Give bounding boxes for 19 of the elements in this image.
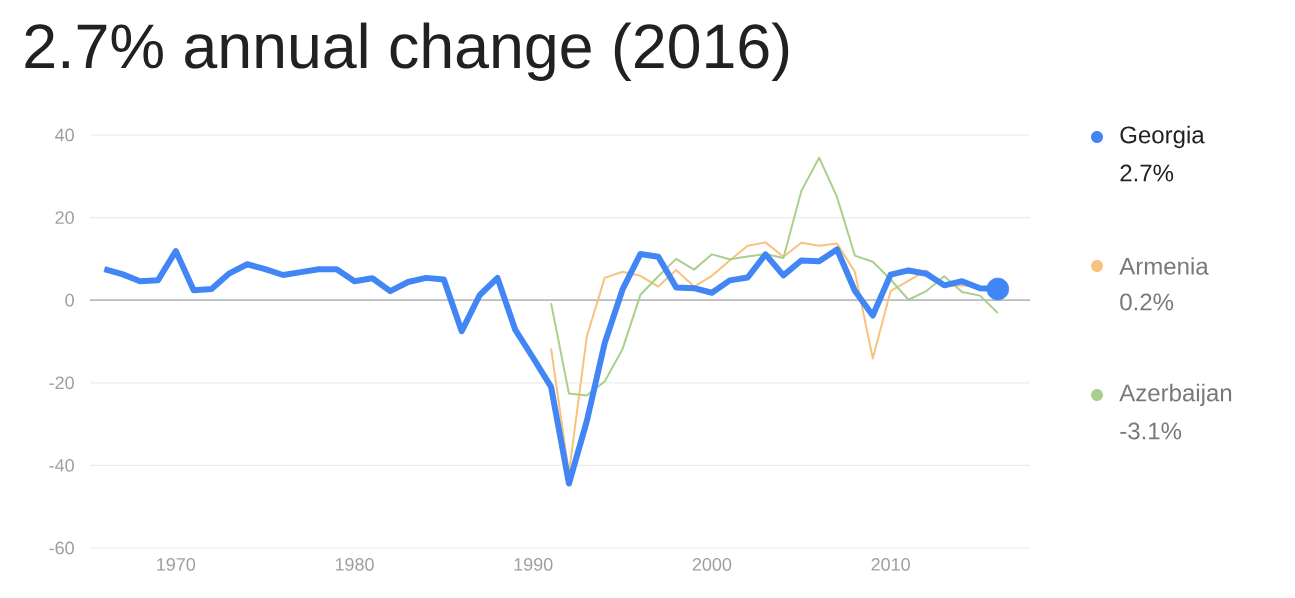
x-tick-label: 1980 <box>335 558 374 571</box>
y-tick-label: 20 <box>55 211 74 224</box>
text: 0.2% <box>1120 293 1174 311</box>
legend-label: Georgia <box>1120 125 1205 149</box>
y-tick-label: -20 <box>49 376 74 390</box>
y-tick-label: 40 <box>55 128 74 142</box>
chart-title: 2.7% annual change (2016) <box>25 22 789 81</box>
y-tick-label: -60 <box>49 541 74 555</box>
text: 2.7% <box>1120 164 1174 182</box>
y-tick-label: 0 <box>65 293 74 307</box>
text: -3.1% <box>1120 422 1182 440</box>
x-tick-label: 1990 <box>514 558 553 571</box>
x-tick-label: 1970 <box>157 558 196 571</box>
legend-label: Azerbaijan <box>1119 383 1232 407</box>
legend-label: Armenia <box>1119 257 1209 275</box>
y-tick-label: -40 <box>49 459 74 472</box>
x-tick-label: 2000 <box>692 558 732 571</box>
x-tick-label: 2010 <box>871 558 910 571</box>
line-series <box>550 156 999 397</box>
